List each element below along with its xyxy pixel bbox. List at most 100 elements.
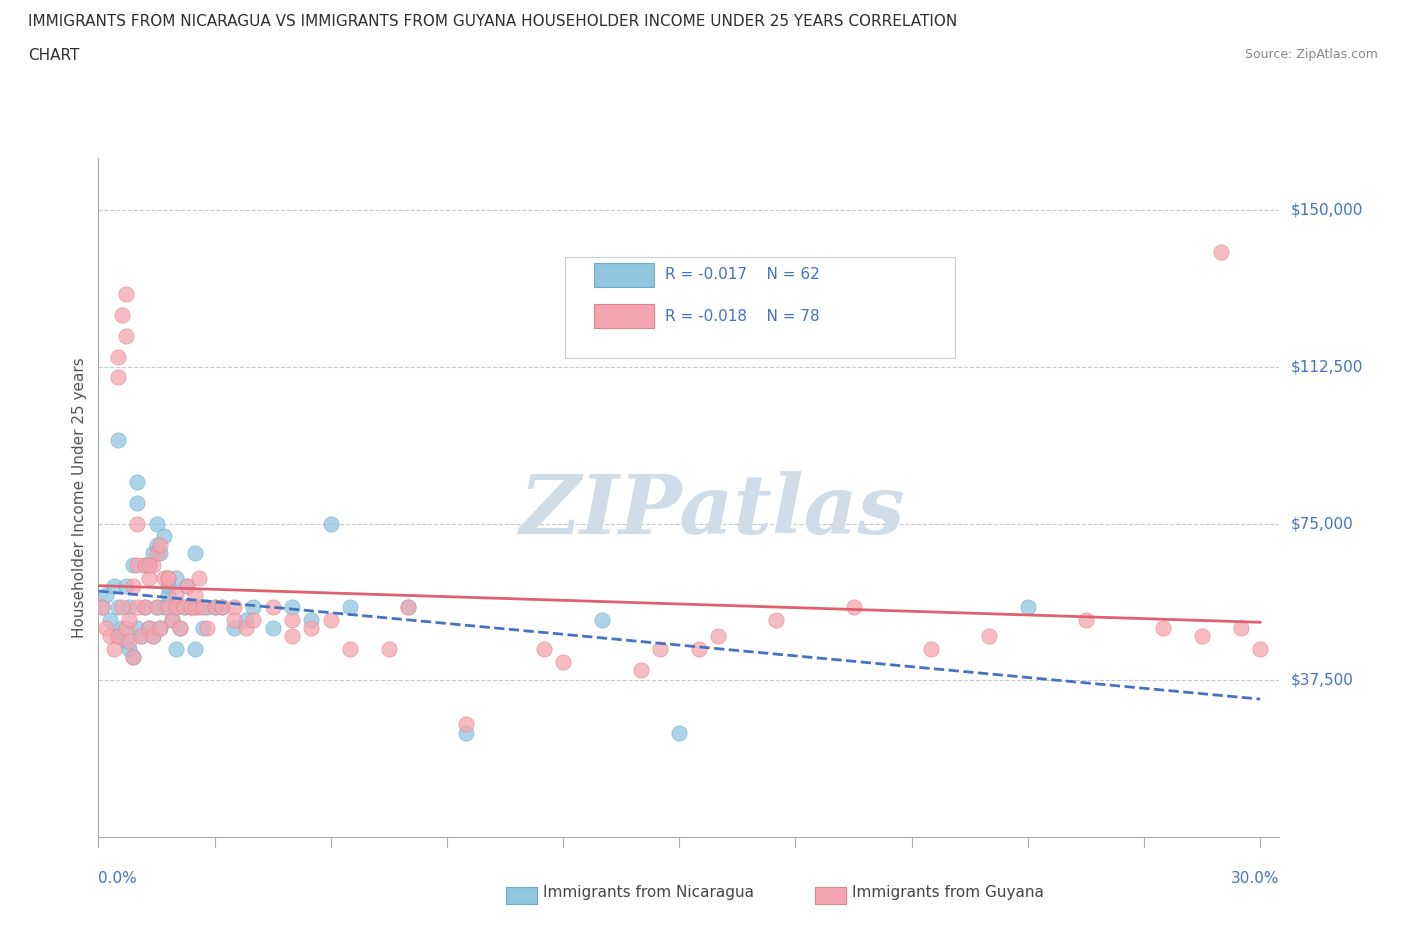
Point [173,600,195,615]
Point [262,600,284,615]
Point [107,629,129,644]
Point [173,600,195,615]
Point [204,600,226,615]
Text: $75,000: $75,000 [1291,516,1354,531]
Point [1229,620,1251,635]
Point [134,600,156,615]
Point [396,600,419,615]
Point [1191,629,1213,644]
Point [378,642,401,657]
Text: R = -0.018    N = 78: R = -0.018 N = 78 [665,309,820,324]
Point [111,600,134,615]
Point [118,633,141,648]
Point [281,600,304,615]
Point [176,578,198,593]
Text: IMMIGRANTS FROM NICARAGUA VS IMMIGRANTS FROM GUYANA HOUSEHOLDER INCOME UNDER 25 : IMMIGRANTS FROM NICARAGUA VS IMMIGRANTS … [28,14,957,29]
Point [299,620,322,635]
Point [138,620,160,635]
Point [157,578,180,593]
Text: $112,500: $112,500 [1291,360,1362,375]
Point [138,620,160,635]
Point [456,717,478,732]
Text: $150,000: $150,000 [1291,203,1362,218]
Point [339,642,361,657]
Point [222,612,245,627]
Point [211,600,233,615]
FancyBboxPatch shape [595,304,654,328]
Point [591,612,613,627]
Point [142,558,165,573]
Point [118,600,141,615]
Point [111,307,134,322]
Point [145,538,167,552]
Point [191,620,214,635]
Point [281,612,304,627]
Point [169,620,191,635]
Point [129,629,152,644]
Point [157,570,180,585]
Point [180,600,202,615]
Point [118,612,141,627]
Point [160,612,183,627]
Point [114,286,136,301]
Point [114,620,136,635]
Point [191,600,214,615]
Point [157,570,180,585]
Point [107,600,129,615]
Point [299,612,322,627]
Point [122,558,145,573]
Point [339,600,361,615]
Text: Source: ZipAtlas.com: Source: ZipAtlas.com [1244,48,1378,61]
Point [114,633,136,648]
Point [180,600,202,615]
Point [91,600,114,615]
Point [668,725,690,740]
Point [127,474,149,489]
Point [1249,642,1271,657]
Point [160,612,183,627]
FancyBboxPatch shape [595,263,654,287]
Point [188,600,211,615]
Text: CHART: CHART [28,48,80,63]
Point [648,642,671,657]
Point [145,600,167,615]
Point [138,558,160,573]
Text: $37,500: $37,500 [1291,672,1354,688]
Point [145,546,167,561]
Point [91,600,114,615]
Point [235,620,257,635]
Point [765,612,787,627]
Text: ZIPatlas: ZIPatlas [520,472,905,551]
Point [122,650,145,665]
Point [157,600,180,615]
Point [1211,245,1233,259]
Point [195,620,218,635]
Point [165,570,187,585]
Point [188,570,211,585]
Point [138,570,160,585]
Point [842,600,865,615]
Point [149,620,172,635]
Point [319,612,342,627]
Text: 30.0%: 30.0% [1232,870,1279,886]
Point [127,620,149,635]
Point [165,587,187,602]
Point [262,620,284,635]
Point [145,516,167,531]
Point [145,600,167,615]
Point [107,370,129,385]
Point [184,642,207,657]
Point [184,600,207,615]
Point [169,620,191,635]
Point [1017,600,1039,615]
Point [165,600,187,615]
Point [242,600,264,615]
Point [96,620,118,635]
Point [165,642,187,657]
Point [184,546,207,561]
Point [98,629,121,644]
Point [103,578,125,593]
Point [149,620,172,635]
Point [122,578,145,593]
Point [1074,612,1097,627]
